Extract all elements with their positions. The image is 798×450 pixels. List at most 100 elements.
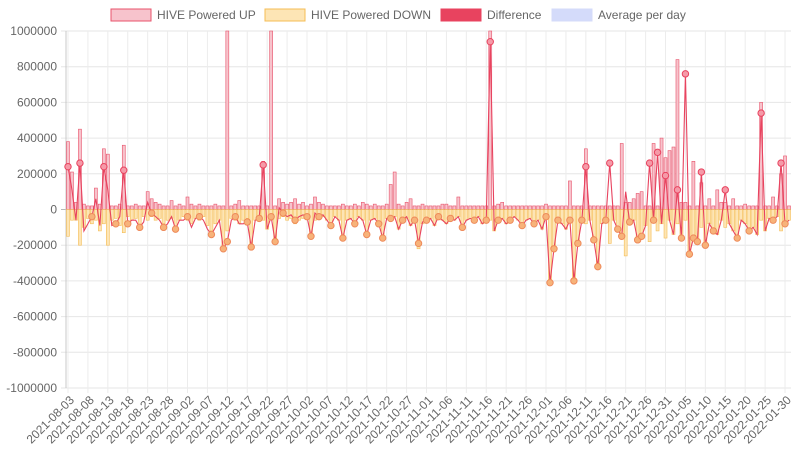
difference-point (207, 230, 216, 239)
y-tick-label: 400000 (17, 131, 57, 145)
difference-point (147, 209, 156, 217)
bar-powered-up (193, 205, 198, 210)
bar-powered-down (691, 209, 696, 239)
bar-powered-up (432, 205, 437, 210)
bar-powered-up (448, 205, 453, 210)
difference-point (458, 223, 467, 232)
bar-powered-up (273, 205, 277, 210)
y-tick-label: 1000000 (10, 24, 57, 38)
difference-point (566, 216, 574, 224)
difference-point (267, 212, 275, 221)
bar-powered-up (703, 205, 708, 210)
bar-powered-down (78, 209, 82, 246)
difference-point (195, 212, 204, 221)
bar-powered-up (739, 205, 743, 210)
difference-point (625, 218, 634, 226)
bar-powered-down (213, 209, 218, 225)
difference-point (554, 216, 562, 224)
bar-powered-up (86, 205, 90, 210)
difference-point (414, 239, 423, 248)
bar-powered-up (596, 205, 600, 210)
bar-powered-up (412, 205, 417, 210)
bar-powered-up (317, 202, 321, 210)
bar-powered-up (329, 205, 333, 210)
bar-powered-up (313, 196, 317, 210)
bar-powered-down (536, 209, 540, 221)
bar-powered-up (205, 205, 210, 210)
series-difference (67, 41, 790, 283)
bar-powered-up (691, 161, 696, 210)
bar-powered-up (269, 30, 273, 210)
y-tick-label: -400000 (13, 274, 57, 288)
difference-point (701, 241, 710, 249)
bar-powered-up (572, 205, 576, 210)
difference-point (733, 234, 741, 242)
bar-powered-up (683, 202, 688, 210)
bar-powered-up (153, 202, 158, 210)
y-tick-label: -200000 (13, 238, 57, 252)
difference-point (542, 212, 550, 221)
difference-point (231, 212, 239, 221)
bar-powered-down (524, 209, 528, 221)
bar-powered-up (440, 203, 445, 210)
bar-powered-up (356, 205, 361, 210)
bar-powered-up (201, 205, 206, 210)
difference-point (606, 159, 614, 167)
bar-powered-up (480, 205, 485, 210)
y-tick-label: 800000 (17, 60, 57, 74)
bar-powered-up (209, 205, 214, 210)
difference-point (697, 168, 706, 176)
bar-powered-up (169, 200, 174, 210)
bar-powered-up (544, 203, 548, 210)
bar-powered-down (368, 209, 373, 221)
bar-powered-up (500, 202, 504, 210)
legend-swatch (264, 8, 306, 22)
difference-point (590, 236, 598, 244)
bar-powered-up (735, 205, 740, 210)
bar-powered-down (707, 209, 712, 225)
bar-powered-up (388, 184, 393, 210)
bar-powered-up (129, 205, 134, 210)
legend-label: HIVE Powered DOWN (311, 8, 431, 22)
bar-powered-up (114, 205, 118, 210)
difference-point (219, 245, 228, 253)
bar-powered-down (372, 209, 377, 219)
difference-point (64, 162, 72, 171)
bar-powered-up (189, 203, 194, 210)
difference-point (171, 225, 180, 233)
bar-powered-down (241, 209, 246, 221)
difference-point (546, 278, 554, 287)
bar-powered-down (675, 209, 680, 225)
y-tick-label: -600000 (13, 310, 57, 324)
difference-point (120, 166, 128, 174)
bar-powered-down (70, 209, 74, 221)
bar-powered-up (615, 205, 620, 210)
bar-powered-down (468, 209, 473, 219)
bar-powered-down (114, 209, 118, 219)
x-axis: 2021-08-032021-08-082021-08-132021-08-18… (24, 393, 795, 447)
difference-point (781, 220, 789, 228)
difference-point (375, 220, 383, 228)
y-tick-label: 200000 (17, 167, 57, 181)
bar-powered-up (496, 203, 501, 210)
bar-powered-up (233, 203, 238, 210)
bar-powered-down (631, 209, 636, 221)
bar-powered-up (504, 205, 508, 210)
difference-point (351, 220, 359, 228)
y-tick-label: 0 (50, 203, 57, 217)
difference-point (769, 216, 777, 224)
bar-powered-up (751, 205, 755, 210)
bar-powered-up (337, 205, 341, 210)
bar-powered-up (787, 205, 791, 210)
bar-powered-down (663, 209, 668, 239)
bar-powered-down (137, 209, 142, 226)
bar-powered-up (711, 205, 716, 210)
bar-powered-up (715, 189, 720, 210)
bar-powered-down (289, 209, 293, 219)
difference-point (259, 161, 267, 169)
difference-point (594, 262, 602, 271)
difference-point (243, 218, 251, 226)
bar-powered-down (321, 209, 325, 217)
bar-powered-up (237, 200, 242, 210)
bar-powered-up (424, 205, 429, 210)
